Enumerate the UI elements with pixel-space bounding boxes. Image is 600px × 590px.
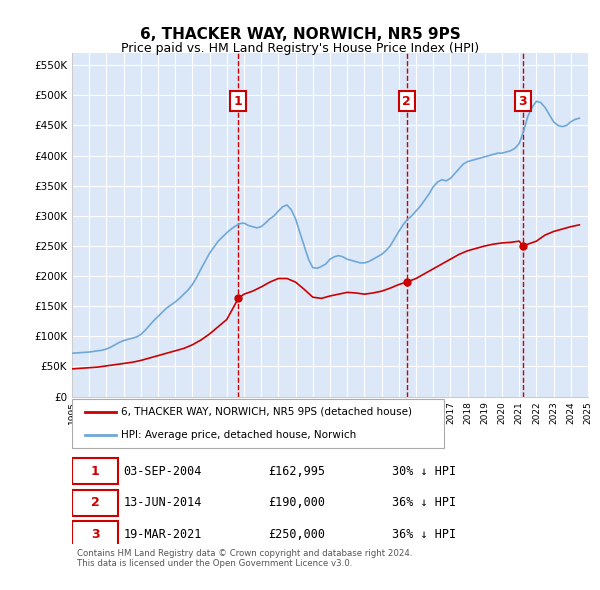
FancyBboxPatch shape (72, 399, 443, 448)
Text: 13-JUN-2014: 13-JUN-2014 (124, 496, 202, 509)
Text: 2: 2 (91, 496, 100, 509)
Text: £250,000: £250,000 (268, 528, 325, 541)
Text: 19-MAR-2021: 19-MAR-2021 (124, 528, 202, 541)
Text: Price paid vs. HM Land Registry's House Price Index (HPI): Price paid vs. HM Land Registry's House … (121, 42, 479, 55)
Text: £162,995: £162,995 (268, 464, 325, 478)
Text: 30% ↓ HPI: 30% ↓ HPI (392, 464, 456, 478)
Text: 36% ↓ HPI: 36% ↓ HPI (392, 528, 456, 541)
Text: 6, THACKER WAY, NORWICH, NR5 9PS: 6, THACKER WAY, NORWICH, NR5 9PS (140, 27, 460, 41)
Text: 3: 3 (91, 528, 100, 541)
Text: 6, THACKER WAY, NORWICH, NR5 9PS (detached house): 6, THACKER WAY, NORWICH, NR5 9PS (detach… (121, 407, 412, 417)
Text: Contains HM Land Registry data © Crown copyright and database right 2024.
This d: Contains HM Land Registry data © Crown c… (77, 549, 413, 568)
Text: 1: 1 (91, 464, 100, 478)
Text: 2: 2 (403, 94, 411, 108)
FancyBboxPatch shape (72, 458, 118, 484)
FancyBboxPatch shape (72, 522, 118, 548)
Text: £190,000: £190,000 (268, 496, 325, 509)
Text: 03-SEP-2004: 03-SEP-2004 (124, 464, 202, 478)
Text: 3: 3 (518, 94, 527, 108)
FancyBboxPatch shape (72, 490, 118, 516)
Text: 36% ↓ HPI: 36% ↓ HPI (392, 496, 456, 509)
Text: 1: 1 (234, 94, 242, 108)
Text: HPI: Average price, detached house, Norwich: HPI: Average price, detached house, Norw… (121, 431, 356, 441)
